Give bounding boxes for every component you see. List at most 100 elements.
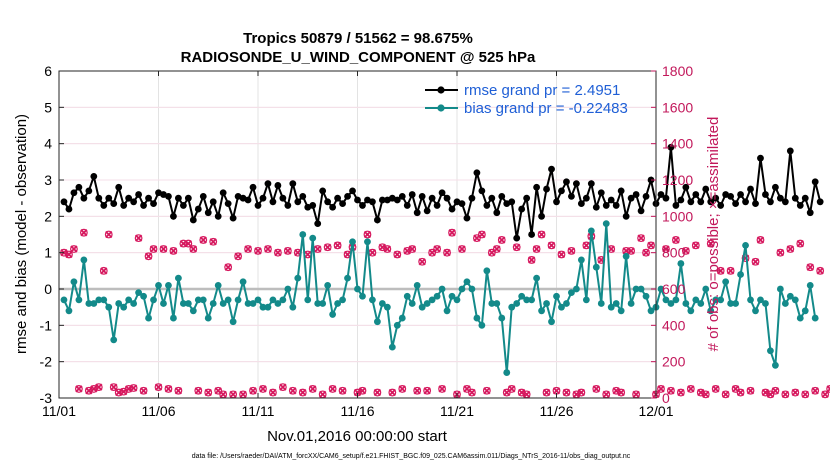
rmse-point bbox=[428, 194, 436, 202]
obs-assimilated-stroke bbox=[498, 236, 506, 244]
obs-possible-marker bbox=[214, 386, 223, 395]
bias-point bbox=[80, 256, 88, 264]
obs-assimilated-marker bbox=[692, 241, 700, 250]
obs-possible-marker bbox=[264, 245, 272, 253]
obs-possible-marker bbox=[134, 234, 143, 243]
y-tick-label: -3 bbox=[40, 390, 53, 406]
obs-possible-marker bbox=[224, 263, 233, 272]
obs-assimilated-stroke bbox=[333, 241, 342, 250]
obs-assimilated-marker bbox=[264, 245, 272, 253]
obs-possible-marker bbox=[99, 266, 108, 275]
obs-assimilated-stroke bbox=[572, 390, 581, 399]
rmse-point bbox=[563, 178, 570, 186]
obs-assimilated-marker bbox=[642, 249, 650, 257]
bias-point bbox=[568, 289, 575, 297]
obs-assimilated-stroke bbox=[756, 236, 765, 244]
rmse-point bbox=[359, 202, 366, 209]
bias-point bbox=[553, 292, 560, 300]
rmse-point bbox=[95, 194, 103, 202]
obs-possible-marker bbox=[786, 245, 795, 253]
obs-assimilated-stroke bbox=[194, 387, 202, 395]
obs-assimilated-marker bbox=[483, 387, 491, 395]
bias-point bbox=[189, 307, 197, 315]
obs-assimilated-stroke bbox=[244, 245, 252, 253]
rmse-point bbox=[324, 198, 332, 206]
obs-possible-marker bbox=[756, 236, 765, 244]
rmse-point bbox=[199, 192, 207, 200]
obs-assimilated-stroke bbox=[184, 239, 192, 248]
obs-assimilated-marker bbox=[557, 250, 566, 259]
obs-assimilated-marker bbox=[279, 383, 287, 391]
rmse-point bbox=[677, 196, 685, 204]
bias-point bbox=[786, 292, 794, 300]
obs-assimilated-stroke bbox=[219, 390, 227, 399]
obs-assimilated-marker bbox=[289, 387, 297, 395]
obs-assimilated-stroke bbox=[503, 388, 511, 397]
obs-possible-marker bbox=[781, 390, 790, 399]
obs-assimilated-stroke bbox=[786, 245, 794, 253]
obs-possible-marker bbox=[254, 246, 262, 255]
rmse-point bbox=[493, 209, 501, 217]
bias-point bbox=[115, 300, 123, 307]
bias-point bbox=[75, 296, 83, 304]
bias-point bbox=[150, 296, 157, 304]
obs-assimilated-marker bbox=[274, 249, 282, 257]
obs-possible-marker bbox=[482, 386, 491, 395]
rmse-point bbox=[329, 203, 337, 211]
obs-assimilated-stroke bbox=[70, 245, 78, 253]
obs-assimilated-marker bbox=[448, 229, 456, 237]
obs-possible-marker bbox=[492, 245, 501, 253]
obs-assimilated-stroke bbox=[423, 387, 431, 395]
rmse-point bbox=[617, 187, 625, 195]
obs-assimilated-stroke bbox=[707, 239, 715, 248]
obs-assimilated-stroke bbox=[393, 250, 401, 259]
bias-point bbox=[707, 307, 715, 315]
obs-assimilated-stroke bbox=[712, 385, 720, 393]
bias-point bbox=[791, 296, 799, 304]
bias-point bbox=[70, 278, 78, 286]
rmse-point bbox=[597, 189, 605, 197]
rmse-point bbox=[622, 212, 630, 220]
bias-point bbox=[329, 311, 337, 318]
obs-possible-marker bbox=[443, 248, 451, 257]
rmse-point bbox=[732, 200, 739, 208]
obs-assimilated-marker bbox=[319, 390, 327, 399]
obs-assimilated-stroke bbox=[806, 263, 814, 271]
obs-assimilated-marker bbox=[373, 388, 382, 397]
obs-assimilated-stroke bbox=[214, 387, 222, 395]
obs-assimilated-marker bbox=[164, 385, 173, 393]
obs-assimilated-stroke bbox=[642, 249, 650, 257]
rmse-point bbox=[115, 183, 123, 191]
bias-point bbox=[339, 296, 346, 304]
rmse-point bbox=[533, 183, 540, 191]
obs-possible-marker bbox=[811, 386, 820, 395]
obs-assimilated-marker bbox=[358, 387, 367, 395]
obs-possible-marker bbox=[413, 386, 422, 395]
obs-assimilated-marker bbox=[766, 390, 775, 399]
rmse-point bbox=[90, 172, 98, 180]
rmse-point bbox=[577, 200, 585, 208]
rmse-point bbox=[378, 196, 386, 204]
obs-assimilated-stroke bbox=[577, 388, 586, 397]
obs-assimilated-stroke bbox=[174, 387, 183, 395]
obs-assimilated-marker bbox=[433, 245, 441, 253]
obs-assimilated-marker bbox=[493, 245, 501, 253]
obs-possible-marker bbox=[791, 388, 800, 397]
obs-assimilated-stroke bbox=[717, 267, 725, 275]
rmse-point bbox=[413, 209, 421, 217]
obs-assimilated-marker bbox=[75, 385, 83, 393]
obs-assimilated-marker bbox=[418, 258, 426, 266]
obs-assimilated-marker bbox=[234, 252, 242, 260]
legend-bias-label: bias grand pr = -0.22483 bbox=[464, 100, 628, 117]
bias-point bbox=[607, 303, 615, 311]
rmse-point bbox=[458, 200, 466, 208]
obs-assimilated-stroke bbox=[508, 385, 516, 393]
obs-assimilated-marker bbox=[527, 256, 536, 264]
obs-assimilated-stroke bbox=[144, 252, 153, 260]
obs-possible-marker bbox=[512, 243, 521, 252]
obs-assimilated-stroke bbox=[667, 387, 675, 395]
bias-point bbox=[742, 242, 749, 249]
rmse-point bbox=[667, 143, 675, 151]
rmse-point bbox=[254, 202, 262, 209]
obs-assimilated-stroke bbox=[562, 388, 571, 397]
